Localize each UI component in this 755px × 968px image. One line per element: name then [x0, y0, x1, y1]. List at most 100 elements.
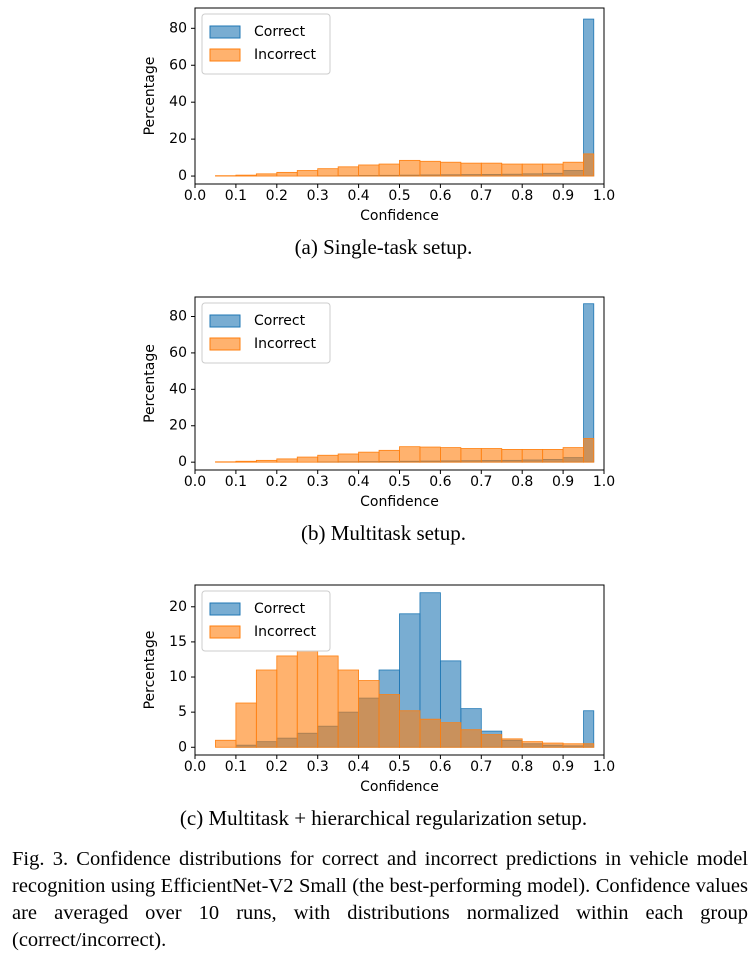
histogram-bar	[501, 449, 523, 463]
x-tick-label: 0.8	[511, 188, 533, 204]
y-tick-label: 0	[178, 168, 187, 184]
x-tick-label: 0.0	[184, 474, 206, 490]
y-tick-label: 80	[169, 20, 187, 36]
x-tick-label: 0.5	[388, 759, 410, 775]
histogram-bar	[562, 161, 584, 177]
histogram-bar	[378, 694, 400, 748]
histogram-bar	[296, 456, 319, 463]
x-tick-label: 0.2	[266, 474, 288, 490]
histogram-bar	[255, 459, 278, 463]
histogram-bar	[235, 174, 257, 177]
histogram-bar	[521, 163, 544, 177]
histogram-bar	[480, 162, 503, 177]
histogram-bar	[235, 702, 257, 748]
histogram-bar	[439, 447, 462, 463]
histogram-bar	[521, 741, 544, 748]
histogram-bar	[399, 159, 421, 177]
histogram-bar	[235, 460, 257, 463]
histogram-bar	[337, 669, 359, 748]
histogram-bar	[276, 458, 298, 463]
legend-label: Correct	[254, 313, 306, 329]
x-tick-label: 0.2	[266, 759, 288, 775]
histogram-bar	[562, 743, 584, 748]
subfigure-caption: (c) Multitask + hierarchical regularizat…	[180, 806, 587, 830]
x-tick-label: 0.9	[552, 759, 574, 775]
y-tick-label: 0	[178, 454, 187, 470]
histogram-bar	[583, 710, 595, 748]
x-tick-label: 0.4	[347, 188, 369, 204]
x-tick-label: 0.6	[429, 474, 451, 490]
legend-label: Incorrect	[254, 624, 317, 640]
subfigure-caption: (a) Single-task setup.	[295, 235, 473, 259]
histogram-bar	[276, 171, 298, 177]
x-tick-label: 0.5	[388, 474, 410, 490]
x-tick-label: 0.5	[388, 188, 410, 204]
x-tick-label: 0.7	[470, 759, 492, 775]
x-tick-label: 0.2	[266, 188, 288, 204]
y-tick-label: 40	[169, 381, 187, 397]
histogram-bar	[460, 448, 482, 463]
x-tick-label: 0.1	[225, 188, 247, 204]
histogram-bar	[358, 451, 380, 463]
x-tick-label: 0.6	[429, 188, 451, 204]
legend-box	[201, 13, 331, 75]
y-tick-label: 5	[178, 704, 187, 720]
histogram-bar	[378, 449, 400, 463]
x-tick-label: 0.9	[552, 188, 574, 204]
x-tick-label: 0.3	[307, 759, 329, 775]
histogram-bar	[358, 164, 380, 177]
y-axis-label: Percentage	[142, 57, 158, 136]
histogram-bar	[583, 153, 595, 177]
legend-box	[201, 590, 331, 652]
histogram-bar	[480, 448, 503, 463]
legend-swatch	[209, 48, 241, 62]
histogram-bar	[501, 738, 523, 748]
histogram-bar	[296, 170, 319, 177]
histogram-bar	[276, 655, 298, 748]
x-tick-label: 0.1	[225, 759, 247, 775]
x-axis-label: Confidence	[360, 779, 439, 795]
histogram-bar	[439, 161, 462, 177]
x-tick-label: 0.4	[347, 759, 369, 775]
x-tick-label: 0.6	[429, 759, 451, 775]
legend-label: Incorrect	[254, 336, 317, 352]
histogram-bar	[583, 743, 595, 748]
histogram-bar	[460, 162, 482, 177]
x-tick-label: 0.0	[184, 759, 206, 775]
legend-swatch	[209, 337, 241, 351]
legend-swatch	[209, 625, 241, 639]
figure: 0.0 0.1 0.2 0.3 0.4 0.5 0.6 0.7 0.8 0.9 1.0 0 20 40 60…	[142, 7, 615, 830]
histogram-bar	[378, 163, 400, 177]
histogram-bar	[460, 729, 482, 748]
subfigure-caption: (b) Multitask setup.	[301, 521, 466, 545]
y-tick-label: 20	[169, 418, 187, 434]
legend-label: Correct	[254, 24, 306, 40]
legend-swatch	[209, 314, 241, 328]
legend-label: Incorrect	[254, 47, 317, 63]
x-tick-label: 0.8	[511, 474, 533, 490]
x-tick-label: 0.3	[307, 474, 329, 490]
histogram-bar	[542, 742, 564, 748]
histogram-bar	[358, 680, 380, 748]
x-tick-label: 1.0	[593, 474, 615, 490]
histogram-bar	[317, 168, 339, 177]
x-tick-label: 1.0	[593, 759, 615, 775]
y-axis-label: Percentage	[142, 631, 158, 710]
x-tick-label: 0.1	[225, 474, 247, 490]
histogram-bar	[337, 166, 359, 177]
x-axis-label: Confidence	[360, 208, 439, 224]
histogram-bar	[337, 453, 359, 463]
legend-label: Correct	[254, 601, 306, 617]
x-tick-label: 0.7	[470, 188, 492, 204]
histogram-bar	[255, 669, 278, 748]
x-tick-label: 0.0	[184, 188, 206, 204]
x-tick-label: 0.8	[511, 759, 533, 775]
x-axis-label: Confidence	[360, 494, 439, 510]
legend-box	[201, 302, 331, 364]
histogram-bar	[419, 718, 441, 748]
histogram-bar	[521, 449, 544, 463]
histogram-bar	[562, 447, 584, 463]
histogram-bar	[215, 739, 237, 748]
y-tick-label: 60	[169, 57, 187, 73]
x-tick-label: 0.3	[307, 188, 329, 204]
